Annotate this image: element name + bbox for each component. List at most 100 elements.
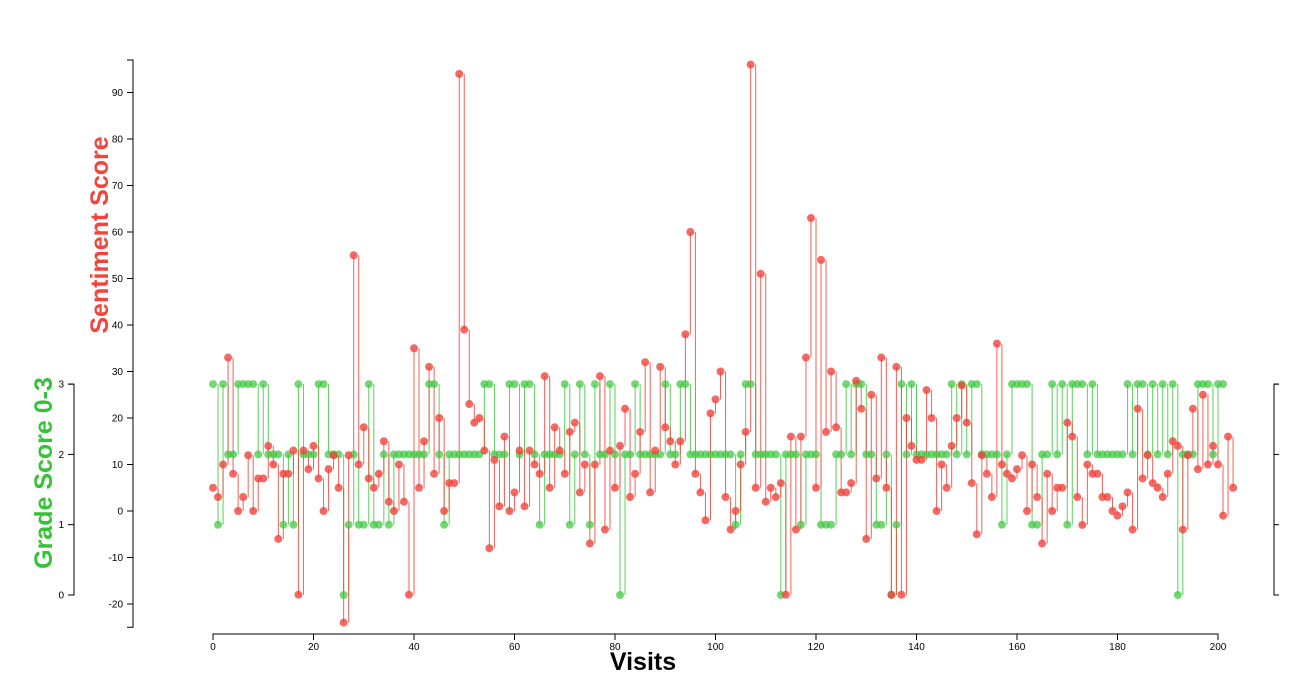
grade-point <box>565 520 574 529</box>
grade-point <box>209 380 217 389</box>
right-grade-axis <box>1273 383 1279 596</box>
sentiment-point <box>907 441 916 450</box>
sentiment-point <box>475 414 484 422</box>
sentiment-point <box>786 432 795 441</box>
grade-point <box>731 520 740 529</box>
sentiment-point <box>646 488 655 497</box>
grade-point <box>1163 450 1172 459</box>
x-tick-label: 0 <box>210 642 216 653</box>
x-tick-label: 100 <box>707 642 724 653</box>
grade-point <box>812 450 820 459</box>
sentiment-point <box>394 460 403 469</box>
sentiment-point <box>671 460 680 469</box>
sentiment-point <box>1224 432 1233 441</box>
sentiment-point <box>304 465 313 474</box>
sentiment-point <box>1048 507 1057 515</box>
sentiment-axis-line <box>127 59 134 628</box>
grade-point <box>867 450 876 459</box>
sentiment-point <box>319 507 328 515</box>
sentiment-point <box>264 441 273 450</box>
sentiment-point <box>947 441 956 450</box>
grade-point <box>590 380 599 389</box>
grade-point <box>1208 450 1217 459</box>
grade-point <box>842 380 851 389</box>
sentiment-point <box>997 460 1006 469</box>
sentiment-point <box>817 255 826 264</box>
sentiment-point <box>616 441 625 450</box>
x-tick-label: 40 <box>408 642 420 653</box>
sentiment-point <box>1033 493 1042 502</box>
sentiment-point <box>1203 460 1212 469</box>
sentiment-point <box>595 372 604 381</box>
grade-point <box>616 591 625 599</box>
sentiment-tick-label: -10 <box>109 553 124 564</box>
grade-point <box>1043 450 1052 459</box>
sentiment-point <box>822 427 831 436</box>
sentiment-point <box>676 437 685 446</box>
grade-tick-label: 1 <box>58 520 64 531</box>
grade-point <box>575 380 584 389</box>
sentiment-point <box>505 507 514 515</box>
sentiment-point <box>806 214 815 223</box>
sentiment-tick-label: -20 <box>109 600 124 611</box>
sentiment-point <box>791 525 800 534</box>
sentiment-axis-title: Sentiment Score <box>86 136 114 333</box>
sentiment-point <box>1128 525 1137 534</box>
sentiment-point <box>1208 441 1217 450</box>
grade-point <box>485 380 494 389</box>
grade-point <box>580 450 589 459</box>
x-tick-label: 20 <box>308 642 320 653</box>
grade-point <box>229 450 238 459</box>
sentiment-point <box>636 427 645 436</box>
grade-point <box>1118 450 1127 459</box>
grade-point <box>877 520 886 529</box>
sentiment-point <box>324 465 333 474</box>
sentiment-point <box>1043 469 1052 478</box>
sentiment-point <box>420 437 429 446</box>
grade-tick-label: 3 <box>58 380 64 391</box>
sentiment-point <box>1178 525 1187 534</box>
sentiment-point <box>1013 465 1021 474</box>
grade-point <box>289 520 298 529</box>
grade-point <box>791 450 800 459</box>
grade-point <box>1138 380 1147 389</box>
grade-point <box>726 450 735 459</box>
sentiment-point <box>1123 488 1132 497</box>
sentiment-point <box>691 469 700 478</box>
grade-point <box>1058 380 1067 389</box>
sentiment-point <box>515 446 524 455</box>
sentiment-point <box>600 525 609 534</box>
sentiment-point <box>450 479 459 488</box>
grade-point <box>1088 380 1097 389</box>
sentiment-point <box>525 446 534 455</box>
sentiment-point <box>1063 418 1072 427</box>
x-axis: 0 20 40 60 80 100 120 140 160 180 200 <box>210 633 1227 653</box>
sentiment-point <box>289 446 298 455</box>
sentiment-tick-label: 90 <box>112 88 124 99</box>
sentiment-point <box>1198 390 1207 399</box>
grade-point <box>942 450 951 459</box>
sentiment-point <box>214 493 223 502</box>
sentiment-point <box>1163 469 1172 478</box>
sentiment-point <box>580 460 589 469</box>
grade-point <box>1203 380 1212 389</box>
sentiment-point <box>545 483 554 492</box>
sentiment-point <box>540 372 549 381</box>
sentiment-point <box>952 414 961 422</box>
sentiment-point <box>857 404 866 413</box>
sentiment-point <box>711 395 720 404</box>
sentiment-point <box>590 460 599 469</box>
sentiment-point <box>686 228 695 236</box>
grade-point <box>992 450 1001 459</box>
sentiment-tick-label: 40 <box>112 321 124 332</box>
sentiment-point <box>726 525 735 534</box>
grade-point <box>309 450 318 459</box>
grade-point <box>219 380 228 389</box>
sentiment-point <box>746 60 755 69</box>
grade-point <box>510 380 519 389</box>
x-tick-label: 60 <box>509 642 521 653</box>
sentiment-point <box>736 460 745 469</box>
grade-point <box>1078 380 1087 389</box>
sentiment-point <box>374 469 383 478</box>
grade-point <box>671 450 680 459</box>
